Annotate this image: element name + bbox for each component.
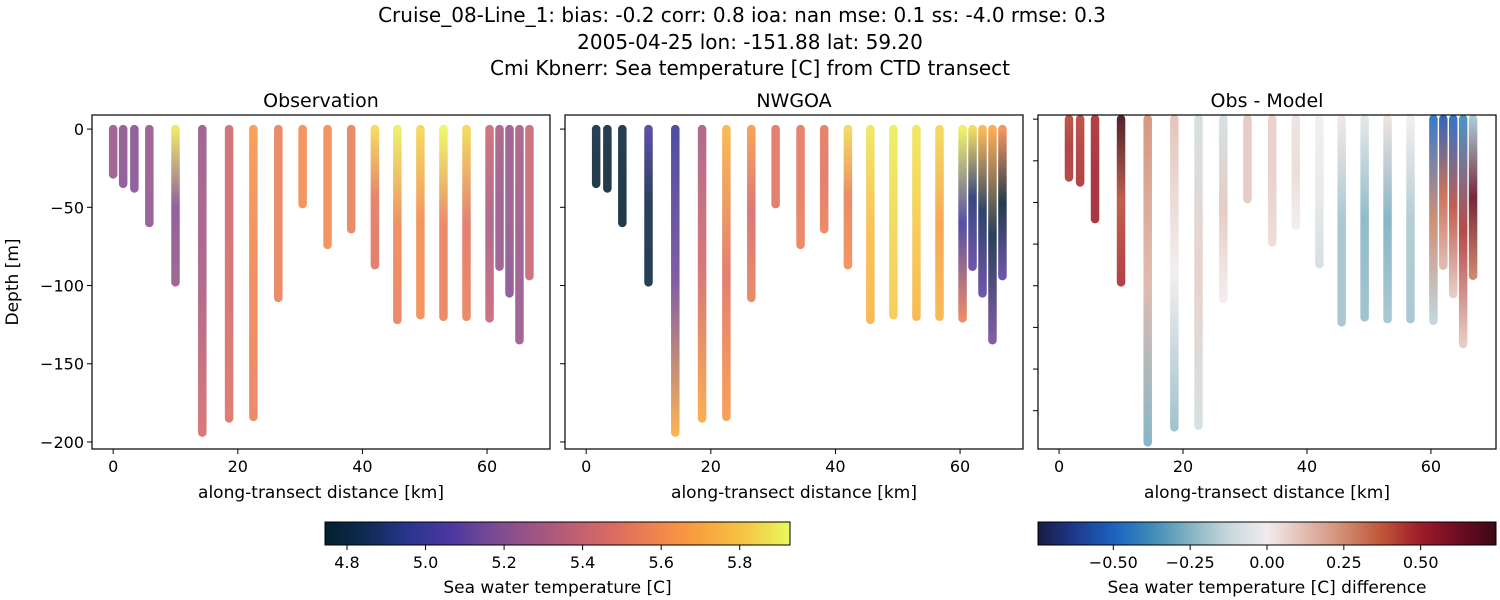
x-tick-label: 40 [825, 457, 845, 476]
colorbar-tick-label: 0.50 [1403, 553, 1439, 572]
x-tick-label: 20 [701, 457, 721, 476]
x-tick-label: 20 [228, 457, 248, 476]
x-tick-label: 60 [1421, 457, 1441, 476]
colorbar-tick-label: 5.6 [648, 553, 673, 572]
y-tick-label: −150 [40, 355, 84, 374]
y-tick-label: −100 [40, 277, 84, 296]
colorbar-temperature: 4.8 5.0 5.2 5.4 5.6 5.8 Sea water temperature … [324, 521, 791, 598]
x-tick-label: 0 [581, 457, 591, 476]
colorbar-label: Sea water temperature [C] [443, 578, 671, 598]
colorbar-gradient [324, 521, 791, 546]
colorbar-tick-label: 5.4 [570, 553, 595, 572]
y-tick-label: −200 [40, 433, 84, 452]
x-tick-label: 60 [950, 457, 970, 476]
figure-title-line-2: 2005-04-25 lon: -151.88 lat: 59.20 [577, 30, 923, 54]
figure-title-line-1: Cruise_08-Line_1: bias: -0.2 corr: 0.8 i… [378, 3, 1106, 27]
x-tick-label: 0 [1054, 457, 1064, 476]
x-axis-label: along-transect distance [km] [671, 483, 917, 503]
x-tick-label: 60 [477, 457, 497, 476]
panel-obs: Observation 0 20 40 60 along-transect distanc… [3, 90, 551, 503]
x-tick-label: 40 [1297, 457, 1317, 476]
x-tick-label: 40 [352, 457, 372, 476]
colorbar-tick-label: 5.0 [413, 553, 438, 572]
y-tick-label: −50 [50, 198, 84, 217]
panel-title: Obs - Model [1211, 90, 1324, 112]
panel-title: Observation [263, 90, 379, 112]
colorbar-tick-label: 0.00 [1249, 553, 1285, 572]
colorbar-tick-label: 0.25 [1326, 553, 1362, 572]
colorbar-tick-label: 4.8 [334, 553, 359, 572]
figure-title-line-3: Cmi Kbnerr: Sea temperature [C] from CTD… [490, 56, 1010, 80]
axes-frame [1037, 114, 1497, 450]
colorbar-label: Sea water temperature [C] difference [1107, 578, 1426, 598]
axes-frame [91, 114, 551, 450]
panel-model: NWGOA 0 20 40 60 along-transect distance [km] [560, 90, 1024, 503]
panel-title: NWGOA [756, 90, 831, 112]
colorbar-tick-label: −0.25 [1166, 553, 1215, 572]
panel-diff: Obs - Model 0 20 40 60 along-transect distanc… [1033, 90, 1497, 503]
x-tick-label: 20 [1173, 457, 1193, 476]
x-tick-label: 0 [108, 457, 118, 476]
colorbar-difference: −0.50 −0.25 0.00 0.25 0.50 Sea water temperat… [1037, 521, 1497, 598]
y-axis-label: Depth [m] [3, 238, 23, 325]
y-tick-label: 0 [74, 120, 84, 139]
colorbar-tick-label: 5.8 [727, 553, 752, 572]
colorbar-tick-label: −0.50 [1089, 553, 1138, 572]
colorbar-tick-label: 5.2 [491, 553, 516, 572]
x-axis-label: along-transect distance [km] [198, 483, 444, 503]
x-axis-label: along-transect distance [km] [1144, 483, 1390, 503]
colorbar-gradient [1037, 521, 1497, 546]
axes-frame [564, 114, 1024, 450]
